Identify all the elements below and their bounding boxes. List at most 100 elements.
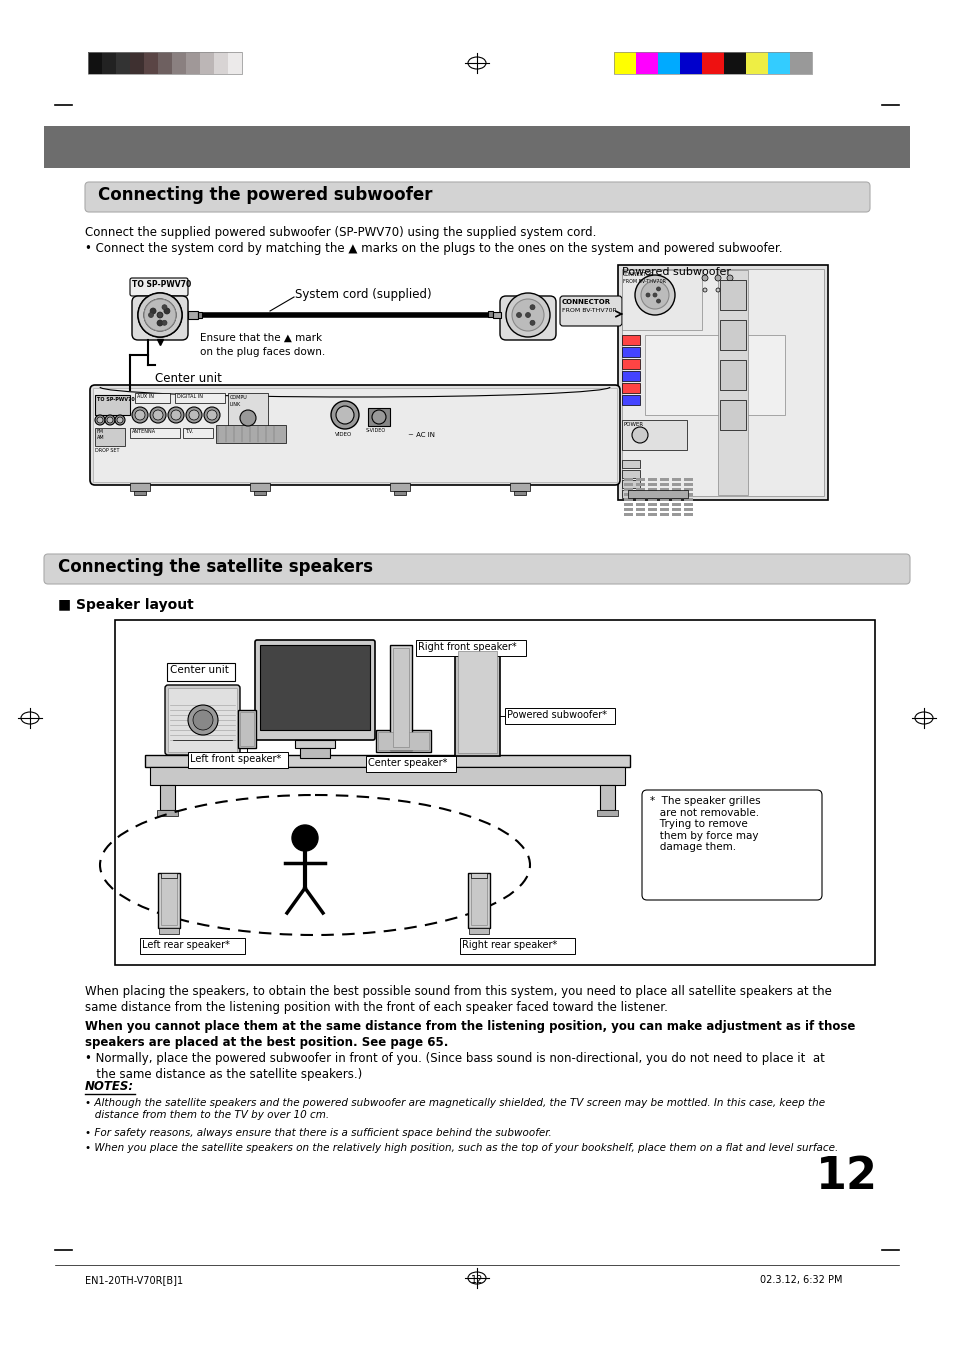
Bar	[636, 498, 644, 502]
Text: ~ AC IN: ~ AC IN	[408, 433, 435, 438]
Bar	[627, 489, 687, 498]
Circle shape	[207, 410, 216, 420]
Circle shape	[727, 288, 731, 292]
Circle shape	[115, 415, 125, 425]
Bar	[158, 51, 172, 74]
Bar	[671, 479, 680, 481]
Bar	[659, 512, 668, 516]
Bar	[671, 512, 680, 516]
Text: EN1-20TH-V70R[B]1: EN1-20TH-V70R[B]1	[85, 1275, 183, 1284]
Circle shape	[372, 410, 386, 425]
Circle shape	[714, 274, 720, 281]
Circle shape	[193, 710, 213, 730]
Bar	[299, 748, 330, 758]
Bar	[683, 498, 692, 502]
Bar	[95, 395, 130, 415]
Text: TO SP-PWV70: TO SP-PWV70	[132, 280, 191, 289]
Circle shape	[162, 304, 167, 310]
Bar	[455, 648, 499, 756]
Bar	[459, 938, 575, 955]
Circle shape	[157, 320, 163, 326]
Text: Left rear speaker*: Left rear speaker*	[142, 940, 230, 950]
Text: S-VIDEO: S-VIDEO	[366, 429, 386, 433]
FancyBboxPatch shape	[499, 296, 556, 339]
Text: • Normally, place the powered subwoofer in front of you. (Since bass sound is no: • Normally, place the powered subwoofer …	[85, 1052, 824, 1082]
Text: FROM BV-THV70R: FROM BV-THV70R	[622, 279, 665, 284]
Bar	[621, 470, 639, 479]
Circle shape	[331, 402, 358, 429]
FancyBboxPatch shape	[559, 296, 621, 326]
Bar	[168, 688, 236, 752]
Bar	[636, 493, 644, 496]
Bar	[621, 360, 639, 369]
Bar	[671, 493, 680, 496]
Text: LINK: LINK	[230, 402, 241, 407]
Bar	[92, 388, 617, 483]
Bar	[621, 420, 686, 450]
Bar	[159, 927, 179, 934]
Bar	[198, 312, 202, 318]
Circle shape	[144, 299, 175, 331]
Bar	[767, 51, 789, 74]
Bar	[671, 508, 680, 511]
Bar	[488, 311, 493, 316]
Bar	[186, 51, 200, 74]
Bar	[789, 51, 811, 74]
Bar	[597, 810, 618, 817]
Bar	[394, 491, 406, 495]
Circle shape	[144, 299, 175, 331]
Text: Connecting the powered subwoofer: Connecting the powered subwoofer	[98, 187, 432, 204]
Text: on the plug faces down.: on the plug faces down.	[200, 347, 325, 357]
Circle shape	[164, 308, 170, 314]
Bar	[683, 479, 692, 481]
Bar	[718, 270, 747, 495]
Bar	[636, 508, 644, 511]
Circle shape	[105, 415, 115, 425]
Bar	[671, 503, 680, 506]
Text: System cord (supplied): System cord (supplied)	[294, 288, 431, 301]
Bar	[457, 652, 497, 753]
Bar	[647, 498, 657, 502]
Circle shape	[645, 293, 649, 297]
Bar	[679, 51, 701, 74]
Circle shape	[530, 320, 535, 326]
Circle shape	[635, 274, 675, 315]
FancyBboxPatch shape	[44, 554, 909, 584]
Bar	[723, 51, 745, 74]
Bar	[701, 51, 723, 74]
Text: *  The speaker grilles
   are not removable.
   Trying to remove
   them by forc: * The speaker grilles are not removable.…	[649, 796, 760, 852]
Bar	[659, 498, 668, 502]
Bar	[623, 508, 633, 511]
Bar	[621, 335, 639, 345]
Bar	[621, 383, 639, 393]
Circle shape	[292, 825, 317, 850]
Bar	[599, 786, 615, 810]
Bar	[647, 512, 657, 516]
Bar	[167, 662, 234, 681]
Text: Connect the supplied powered subwoofer (SP-PWV70) using the supplied system cord: Connect the supplied powered subwoofer (…	[85, 226, 596, 239]
Bar	[647, 503, 657, 506]
Bar	[614, 51, 636, 74]
Bar	[720, 400, 745, 430]
Bar	[621, 460, 639, 468]
Bar	[621, 480, 639, 488]
Bar	[647, 488, 657, 491]
Bar	[618, 265, 827, 500]
Text: CONNECTOR: CONNECTOR	[622, 272, 654, 277]
Bar	[161, 876, 177, 925]
Bar	[636, 503, 644, 506]
Bar	[140, 938, 245, 955]
Text: AM: AM	[97, 435, 105, 439]
Bar	[260, 645, 370, 730]
Circle shape	[512, 299, 543, 331]
Bar	[647, 483, 657, 485]
Bar	[183, 429, 213, 438]
Circle shape	[204, 407, 220, 423]
Text: TO SP-PWV70: TO SP-PWV70	[97, 397, 134, 402]
Bar	[671, 483, 680, 485]
Bar	[623, 503, 633, 506]
Bar	[659, 508, 668, 511]
Bar	[659, 479, 668, 481]
Text: FROM BV-THV70R: FROM BV-THV70R	[561, 308, 616, 314]
Text: ANTENNA: ANTENNA	[132, 429, 156, 434]
